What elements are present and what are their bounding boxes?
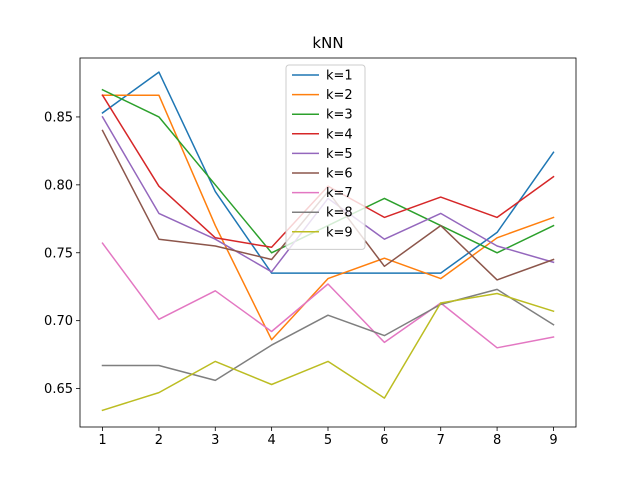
y-tick-label: 0.70 bbox=[44, 314, 73, 329]
legend-label-k=2: k=2 bbox=[326, 88, 353, 103]
legend-label-k=6: k=6 bbox=[326, 167, 353, 182]
y-tick-label: 0.65 bbox=[44, 382, 73, 397]
legend-label-k=1: k=1 bbox=[326, 69, 353, 84]
x-tick-label: 6 bbox=[380, 433, 388, 448]
y-tick-label: 0.75 bbox=[44, 246, 73, 261]
series-line-k=1 bbox=[101, 71, 555, 274]
legend-label-k=4: k=4 bbox=[326, 127, 353, 142]
legend-label-k=8: k=8 bbox=[326, 206, 353, 221]
x-tick-label: 5 bbox=[324, 433, 332, 448]
series-line-k=7 bbox=[101, 242, 555, 349]
legend-label-k=5: k=5 bbox=[326, 147, 353, 162]
legend-label-k=3: k=3 bbox=[326, 108, 353, 123]
legend-box bbox=[285, 64, 366, 250]
x-tick-label: 2 bbox=[155, 433, 163, 448]
series-line-k=9 bbox=[101, 292, 555, 412]
chart-title: kNN bbox=[312, 34, 343, 52]
x-tick-label: 8 bbox=[493, 433, 501, 448]
plot-area: 1 2 3 4 5 6 7 8 9 0.65 0.70 0.75 0.80 0.85 k=1 k=2 k=3 k=… bbox=[44, 57, 577, 448]
legend-label-k=7: k=7 bbox=[326, 186, 353, 201]
x-tick-label: 3 bbox=[211, 433, 219, 448]
x-tick-label: 7 bbox=[437, 433, 445, 448]
x-tick-label: 4 bbox=[267, 433, 275, 448]
y-tick-label: 0.85 bbox=[44, 110, 73, 125]
x-tick-label: 1 bbox=[98, 433, 106, 448]
series-line-k=8 bbox=[101, 288, 555, 382]
x-tick-label: 9 bbox=[549, 433, 557, 448]
legend-label-k=9: k=9 bbox=[326, 225, 353, 240]
y-tick-label: 0.80 bbox=[44, 178, 73, 193]
